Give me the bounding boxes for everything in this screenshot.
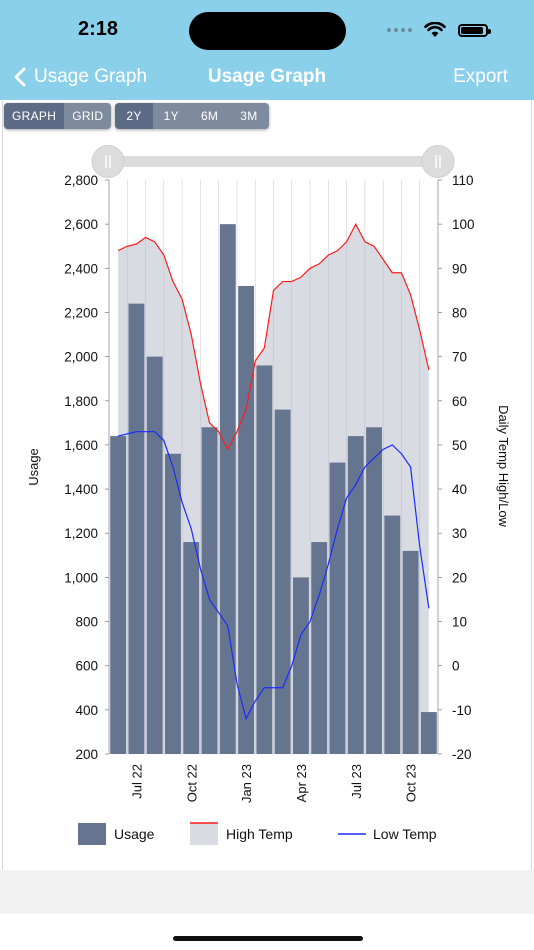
right-tick-label: 40 xyxy=(452,482,467,497)
status-time: 2:18 xyxy=(78,18,119,40)
left-tick-label: 800 xyxy=(75,615,98,630)
left-tick-label: 1,400 xyxy=(64,482,98,497)
usage-bar xyxy=(420,712,437,754)
left-tick-label: 2,400 xyxy=(64,261,98,276)
x-tick-label: Jul 22 xyxy=(129,764,144,799)
left-tick-label: 1,800 xyxy=(64,394,98,409)
legend-swatch-usage xyxy=(78,823,106,845)
high-temp-line xyxy=(117,222,430,451)
right-tick-label: 0 xyxy=(452,659,460,674)
x-tick-label: Jan 23 xyxy=(239,764,254,803)
view-mode-toggle: GRAPH GRID xyxy=(4,103,112,129)
left-tick-label: 2,000 xyxy=(64,350,98,365)
legend-label-usage: Usage xyxy=(114,826,155,842)
back-button[interactable]: Usage Graph xyxy=(14,66,147,88)
range-6m-button[interactable]: 6M xyxy=(200,109,219,123)
range-1y-button[interactable]: 1Y xyxy=(163,109,179,123)
x-tick-label: Apr 23 xyxy=(294,764,309,802)
right-tick-label: 70 xyxy=(452,350,467,365)
slider-track xyxy=(108,156,438,167)
battery-icon xyxy=(458,23,491,37)
y-axis-title: Usage xyxy=(26,448,41,486)
left-tick-label: 2,200 xyxy=(64,305,98,320)
right-tick-label: 30 xyxy=(452,526,467,541)
chevron-left-icon xyxy=(14,67,26,87)
right-tick-label: -10 xyxy=(452,703,472,718)
export-button[interactable]: Export xyxy=(453,66,508,87)
low-temp-line xyxy=(117,431,430,721)
right-tick-label: 100 xyxy=(452,217,475,232)
usage-bar xyxy=(146,356,163,754)
x-tick-label: Oct 22 xyxy=(184,764,199,802)
usage-chart: 2,800 2,600 2,400 2,200 2,000 1,800 1,600 1,400… xyxy=(26,145,511,845)
bottom-panel xyxy=(0,870,534,914)
x-tick-label: Jul 23 xyxy=(349,764,364,799)
right-tick-label: 10 xyxy=(452,615,467,630)
usage-bar xyxy=(128,303,145,754)
legend-label-low-temp: Low Temp xyxy=(373,826,437,842)
usage-bar xyxy=(311,542,328,754)
right-tick-label: 60 xyxy=(452,394,467,409)
usage-bar xyxy=(274,409,291,754)
usage-bar xyxy=(165,453,181,754)
usage-bar xyxy=(110,436,127,754)
usage-bar xyxy=(402,550,419,754)
usage-bar xyxy=(183,542,200,754)
legend-label-high-temp: High Temp xyxy=(226,826,293,842)
right-tick-label: 110 xyxy=(452,173,474,188)
usage-bar xyxy=(238,285,255,754)
graph-view-button[interactable]: GRAPH xyxy=(4,103,65,129)
left-border xyxy=(2,100,3,914)
app-header: 2:18 Usage Graph Usage Graph Export xyxy=(0,0,534,100)
left-tick-label: 1,200 xyxy=(64,526,98,541)
home-indicator xyxy=(173,936,363,941)
y2-axis-title: Daily Temp High/Low xyxy=(496,405,511,527)
right-border xyxy=(531,100,532,914)
usage-bar xyxy=(384,515,401,754)
right-tick-label: 50 xyxy=(452,438,467,453)
left-tick-label: 400 xyxy=(75,703,98,718)
right-tick-label: -20 xyxy=(452,747,472,762)
right-tick-label: 80 xyxy=(452,305,467,320)
x-tick-label: Oct 23 xyxy=(404,764,419,802)
usage-bar xyxy=(329,462,346,754)
back-label: Usage Graph xyxy=(34,66,148,87)
range-slider[interactable] xyxy=(91,145,455,178)
signal-icon xyxy=(387,28,412,32)
usage-bar xyxy=(219,224,236,755)
usage-bar xyxy=(256,365,273,754)
camera-notch xyxy=(189,12,346,50)
usage-bar xyxy=(292,577,309,754)
left-tick-label: 2,800 xyxy=(64,173,98,188)
right-tick-label: 20 xyxy=(452,570,467,585)
left-tick-label: 1,600 xyxy=(64,438,98,453)
left-tick-label: 1,000 xyxy=(64,570,98,585)
left-tick-label: 200 xyxy=(75,747,98,762)
right-tick-label: 90 xyxy=(452,261,467,276)
range-3m-button[interactable]: 3M xyxy=(240,109,258,123)
wifi-icon xyxy=(424,22,446,37)
grid-view-button[interactable]: GRID xyxy=(72,109,104,123)
slider-handle-left[interactable] xyxy=(91,145,125,178)
legend-swatch-high-temp xyxy=(190,823,218,845)
left-tick-label: 600 xyxy=(75,659,98,674)
status-icons xyxy=(387,22,491,38)
usage-bar xyxy=(347,436,364,754)
range-selector: 2Y 1Y 6M 3M xyxy=(115,103,269,129)
left-tick-label: 2,600 xyxy=(64,217,98,232)
usage-bar xyxy=(366,427,382,754)
usage-bar xyxy=(201,427,218,754)
slider-handle-right[interactable] xyxy=(421,145,455,178)
range-2y-button[interactable]: 2Y xyxy=(115,103,153,129)
chart-toolbar: GRAPH GRID 2Y 1Y 6M 3M xyxy=(4,103,269,129)
